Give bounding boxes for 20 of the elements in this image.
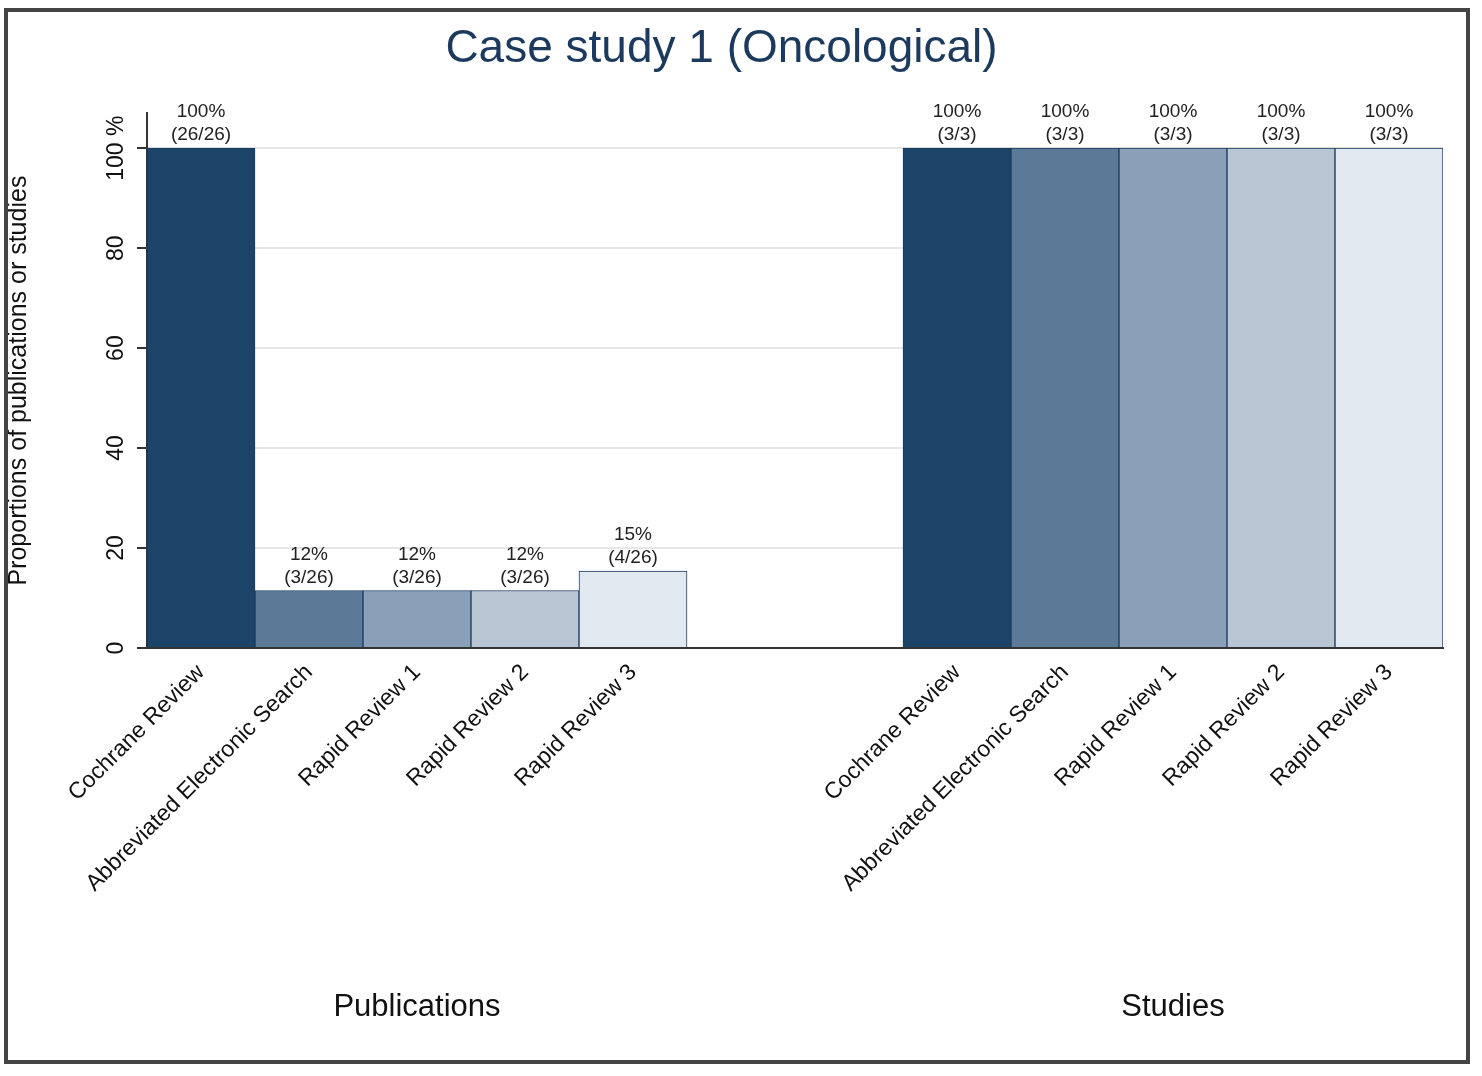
data-label: 100% (3/3) bbox=[1040, 100, 1090, 145]
chart-title: Case study 1 (Oncological) bbox=[445, 20, 998, 73]
y-tick-label: 60 bbox=[102, 335, 129, 361]
y-tick-label: 100 % bbox=[102, 115, 129, 181]
data-label: 12% (3/26) bbox=[500, 542, 550, 587]
data-label: 100% (26/26) bbox=[170, 100, 232, 145]
data-label: 100% (3/3) bbox=[1364, 100, 1414, 145]
data-label: 100% (3/3) bbox=[932, 100, 982, 145]
data-label: 100% (3/3) bbox=[1256, 100, 1306, 145]
data-label: 15% (4/26) bbox=[608, 523, 658, 568]
text: Publications bbox=[333, 988, 501, 1023]
y-axis-title: Proportions of publications or studies bbox=[2, 175, 31, 586]
y-tick-label: 0 bbox=[102, 641, 129, 655]
y-tick-label: 20 bbox=[102, 535, 129, 561]
data-label: 100% (3/3) bbox=[1148, 100, 1198, 145]
data-label: 12% (3/26) bbox=[392, 542, 442, 587]
y-tick-label: 80 bbox=[102, 235, 129, 261]
data-label: 12% (3/26) bbox=[284, 542, 334, 587]
text: Studies bbox=[1121, 988, 1225, 1023]
y-tick-label: 40 bbox=[102, 435, 129, 461]
